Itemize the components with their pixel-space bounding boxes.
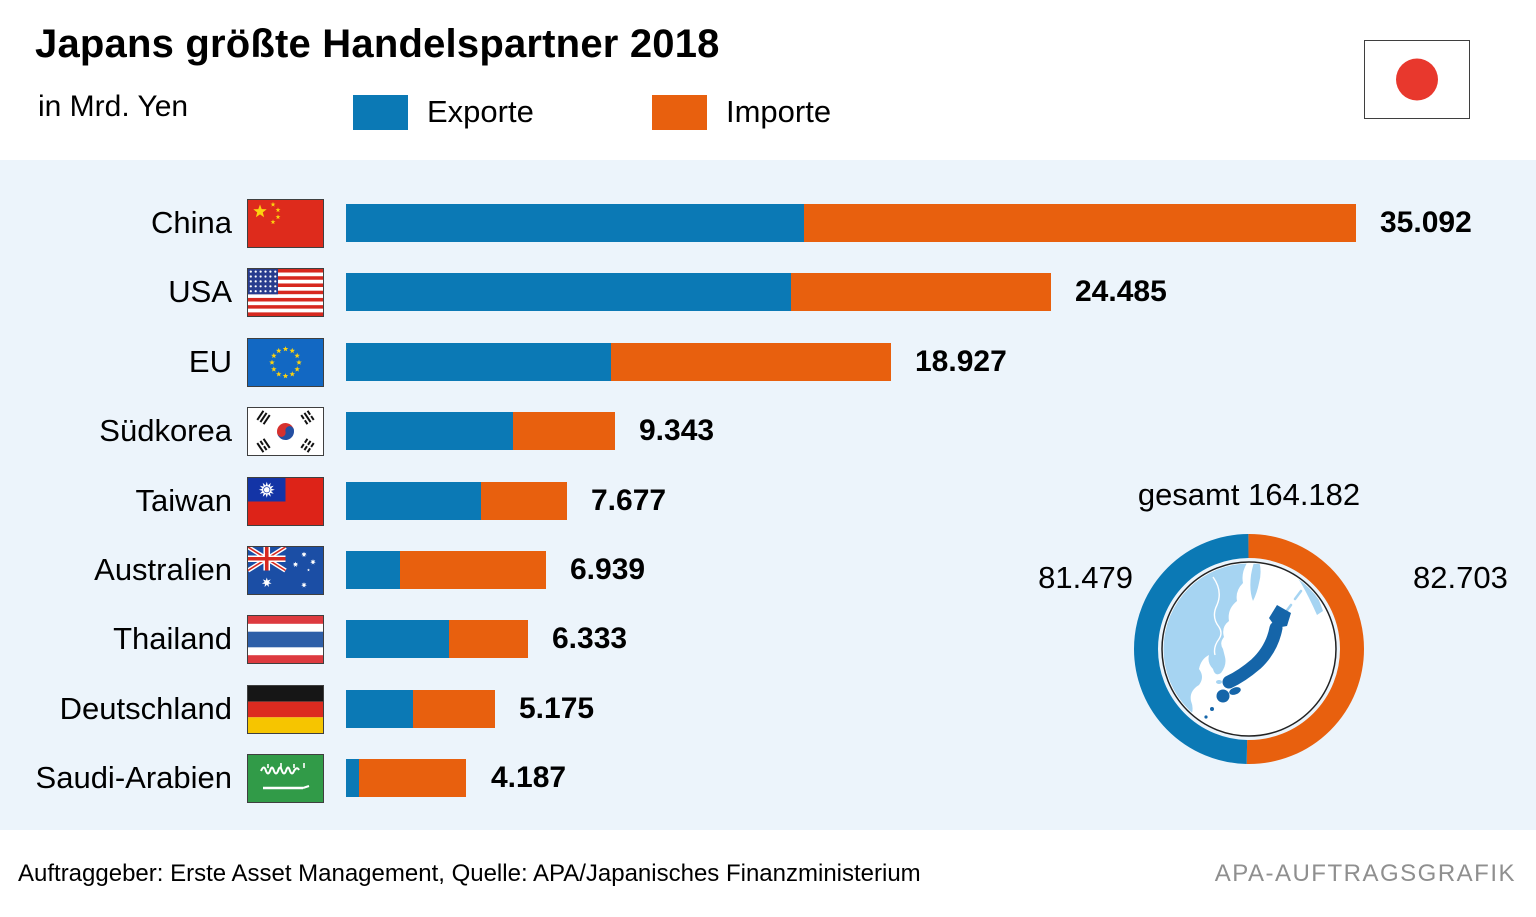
bar-row-au: Australien 6.939 [0,545,1536,595]
legend-label-importe: Importe [726,94,832,129]
australia-flag [247,546,324,595]
japan-shape [1198,605,1291,726]
total-value-label: 9.343 [639,414,715,448]
bar-row-eu: EU 18.927 [0,337,1536,387]
import-segment [480,481,567,520]
import-segment [448,620,529,659]
bar-row-sa: Saudi-Arabien 4.187 [0,753,1536,804]
import-segment [359,759,467,798]
legend-item-exporte: Exporte [353,94,534,130]
bar-row-kr: Südkorea 9.343 [0,406,1536,457]
export-segment [346,759,360,798]
legend-label-exporte: Exporte [427,94,534,129]
stacked-bar [346,342,891,381]
page-title: Japans größte Handelspartner 2018 [35,22,720,66]
total-value-label: 6.939 [570,553,646,586]
stacked-bar [346,412,615,451]
total-value-label: 24.485 [1075,275,1167,309]
bar-row-us: USA 24.485 [0,267,1536,318]
import-segment [399,551,546,589]
stacked-bar [346,481,567,520]
country-label: Australien [94,552,232,587]
bar-row-de: Deutschland 5.175 [0,684,1536,734]
import-segment [412,689,495,728]
taiwan-flag [247,476,324,526]
donut-exports-value: 81.479 [1038,560,1133,595]
south-korea-flag [247,407,324,457]
total-value-label: 18.927 [915,344,1007,378]
china-flag [247,199,324,248]
chart-area: China 35.092 USA 24.485 EU 18.927 Südkorea 9.3… [0,160,1536,830]
donut-export-arc [1134,534,1364,764]
stacked-bar [346,620,529,659]
donut-imports-value: 82.703 [1413,560,1508,595]
bar-row-cn: China 35.092 [0,198,1536,248]
sakhalin-island-shape [1250,563,1261,601]
export-segment [346,620,449,659]
total-value-label: 5.175 [519,691,595,725]
export-segment [346,342,612,381]
stacked-bar [346,204,1356,242]
country-label: USA [168,274,232,310]
stacked-bar [346,759,467,798]
country-label: China [151,205,232,240]
donut-chart [1134,534,1364,764]
stacked-bar [346,273,1051,312]
import-segment [803,204,1356,242]
import-segment [611,342,891,381]
country-label: Taiwan [135,482,233,518]
total-value-label: 7.677 [591,483,667,517]
total-value-label: 35.092 [1380,206,1472,239]
import-segment [512,412,615,451]
country-label: Südkorea [99,413,232,449]
source-note: Auftraggeber: Erste Asset Management, Qu… [18,860,921,887]
bar-row-tw: Taiwan 7.677 [0,476,1536,526]
credit-label: APA-AUFTRAGSGRAFIK [1214,860,1516,887]
saudi-arabia-flag [247,754,324,804]
bar-row-th: Thailand 6.333 [0,614,1536,665]
export-segment [346,481,481,520]
export-segment [346,412,513,451]
jeju-island-shape [1216,680,1222,684]
thailand-flag [247,615,324,665]
unit-label: in Mrd. Yen [38,90,189,123]
export-segment [346,273,792,312]
import-segment [791,273,1051,312]
donut-total-label: gesamt 164.182 [1137,477,1361,512]
japan-flag-icon [1364,40,1470,119]
germany-flag [247,684,324,734]
export-segment [346,204,804,242]
country-label: EU [188,343,232,379]
usa-flag [247,268,324,318]
stacked-bar [346,551,546,589]
import-color-swatch [652,94,707,130]
country-borders-line [1212,576,1222,656]
stacked-bar [346,689,495,728]
legend-item-importe: Importe [652,94,831,130]
export-segment [346,689,413,728]
export-color-swatch [353,94,408,130]
country-label: Saudi-Arabien [35,760,232,796]
country-label: Thailand [113,621,232,657]
export-segment [346,551,400,589]
eu-flag [247,337,324,387]
total-value-label: 4.187 [491,761,567,795]
country-label: Deutschland [59,690,232,726]
total-value-label: 6.333 [552,622,628,656]
